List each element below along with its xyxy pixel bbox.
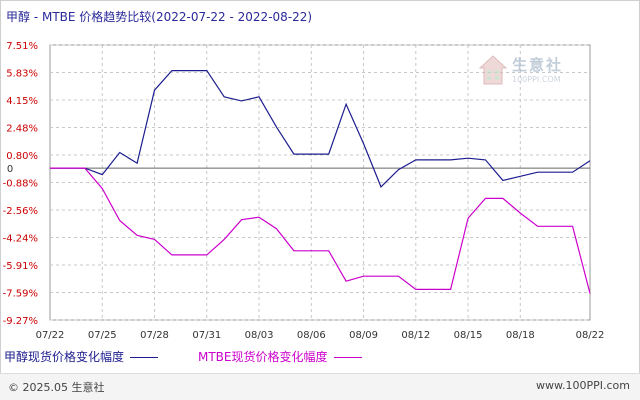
watermark-name: 生意社: [512, 56, 564, 74]
x-tick-label: 07/25: [88, 330, 117, 341]
x-tick-label: 07/31: [192, 330, 221, 341]
series-line-1: [50, 69, 591, 188]
legend-item-mtbe: MTBE现货价格变化幅度: [198, 348, 362, 365]
site-link[interactable]: www.100PPI.com: [536, 379, 630, 392]
legend-swatch-methanol: [130, 357, 159, 358]
x-tick-label: 07/22: [36, 330, 65, 341]
x-tick-label: 08/06: [297, 330, 326, 341]
y-tick-label: -0.88%: [3, 179, 38, 190]
y-tick-label: -5.91%: [3, 261, 38, 272]
y-tick-label: 5.83%: [6, 69, 38, 80]
x-tick-label: 08/03: [245, 330, 274, 341]
series-line-2: [50, 167, 591, 294]
legend-label-mtbe: MTBE现货价格变化幅度: [198, 350, 328, 364]
y-tick-label: 4.15%: [6, 96, 38, 107]
x-tick-label: 08/22: [576, 330, 605, 341]
legend-label-methanol: 甲醇现货价格变化幅度: [4, 350, 125, 364]
copyright-text: © 2025.05 生意社: [8, 381, 105, 394]
x-tick-label: 08/15: [454, 330, 483, 341]
y-tick-label: -7.59%: [3, 289, 38, 300]
house-logo-icon: [478, 55, 508, 85]
x-tick-label: 07/28: [140, 330, 169, 341]
y-tick-label: 0.80%: [6, 151, 38, 162]
watermark-url: 100PPI.COM: [512, 75, 561, 84]
y-tick-label: -4.24%: [3, 234, 38, 245]
legend-item-methanol: 甲醇现货价格变化幅度: [4, 348, 159, 365]
y-tick-label: 7.51%: [6, 41, 38, 52]
zero-label: 0: [7, 164, 13, 175]
chart-title: 甲醇 - MTBE 价格趋势比较(2022-07-22 - 2022-08-22…: [6, 10, 313, 24]
x-tick-label: 08/09: [349, 330, 378, 341]
y-tick-label: -9.27%: [3, 316, 38, 327]
footer-bar: © 2025.05 生意社 www.100PPI.com: [0, 373, 640, 400]
y-tick-label: 2.48%: [6, 124, 38, 135]
legend-swatch-mtbe: [333, 357, 362, 358]
y-tick-label: -2.56%: [3, 206, 38, 217]
x-tick-label: 08/18: [506, 330, 535, 341]
watermark-logo: 生意社 100PPI.COM: [478, 54, 574, 90]
x-tick-label: 08/12: [401, 330, 430, 341]
